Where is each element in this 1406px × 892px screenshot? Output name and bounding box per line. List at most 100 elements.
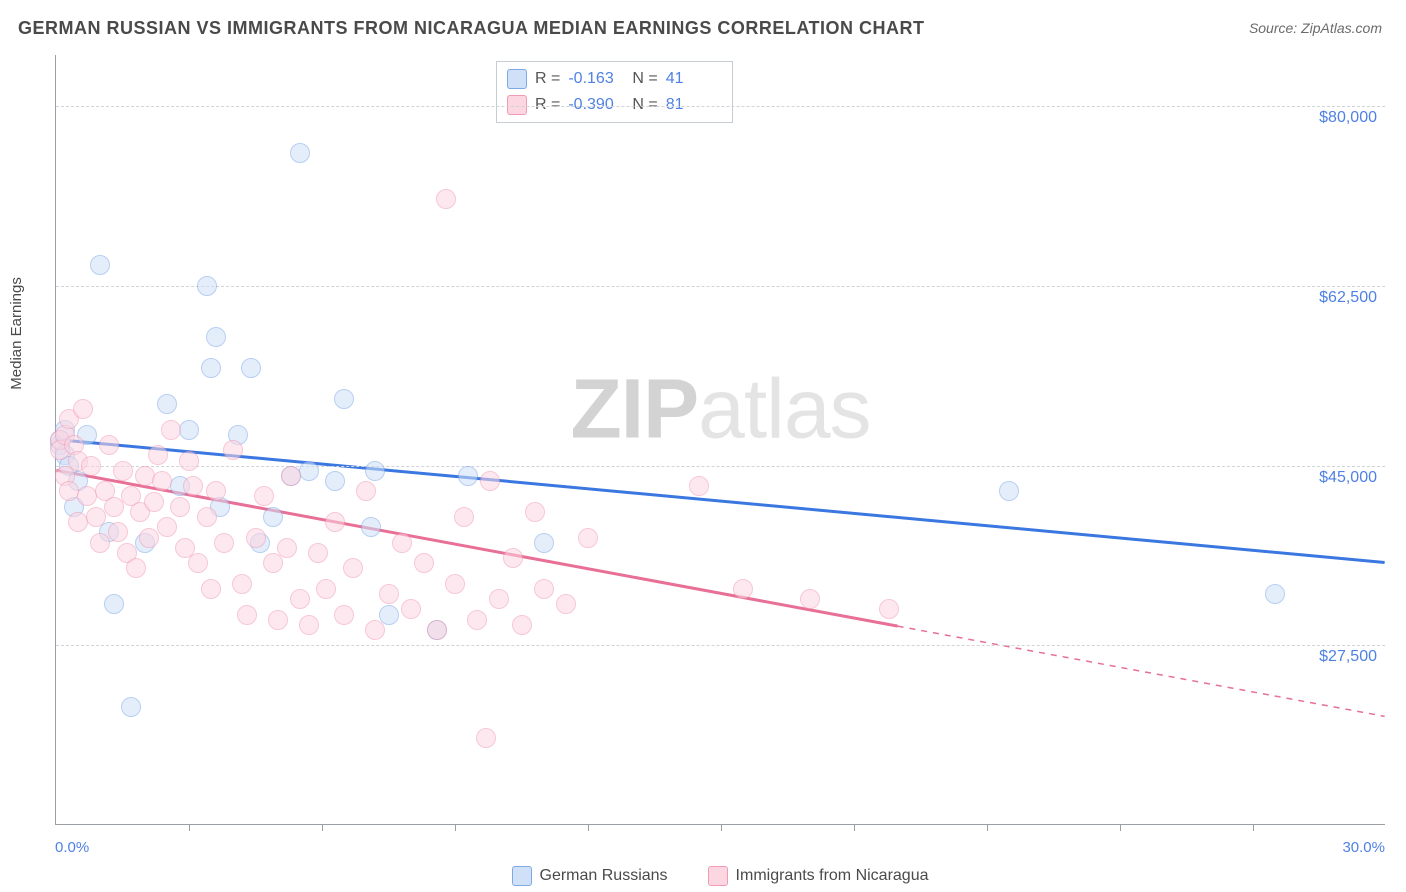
data-point — [556, 594, 576, 614]
data-point — [237, 605, 257, 625]
data-point — [800, 589, 820, 609]
stats-box: R = -0.163 N = 41 R = -0.390 N = 81 — [496, 61, 733, 123]
data-point — [512, 615, 532, 635]
data-point — [206, 481, 226, 501]
data-point — [525, 502, 545, 522]
data-point — [277, 538, 297, 558]
data-point — [223, 440, 243, 460]
grid-line — [56, 286, 1385, 287]
stat-n-value-a: 41 — [666, 70, 722, 88]
source-label: Source: ZipAtlas.com — [1249, 20, 1382, 36]
data-point — [152, 471, 172, 491]
stat-r-value-a: -0.163 — [568, 70, 624, 88]
swatch-series-a — [507, 69, 527, 89]
stats-row-series-b: R = -0.390 N = 81 — [507, 92, 722, 118]
data-point — [268, 610, 288, 630]
data-point — [343, 558, 363, 578]
data-point — [188, 553, 208, 573]
data-point — [325, 471, 345, 491]
data-point — [356, 481, 376, 501]
data-point — [81, 456, 101, 476]
data-point — [179, 451, 199, 471]
data-point — [104, 497, 124, 517]
legend: German Russians Immigrants from Nicaragu… — [55, 866, 1385, 886]
stat-r-label: R = — [535, 96, 560, 114]
data-point — [454, 507, 474, 527]
y-axis-label: Median Earnings — [8, 277, 25, 390]
data-point — [99, 435, 119, 455]
x-tick — [854, 824, 855, 831]
data-point — [365, 620, 385, 640]
chart-title: GERMAN RUSSIAN VS IMMIGRANTS FROM NICARA… — [18, 18, 925, 39]
data-point — [157, 517, 177, 537]
data-point — [361, 517, 381, 537]
data-point — [534, 579, 554, 599]
data-point — [299, 615, 319, 635]
data-point — [201, 358, 221, 378]
trend-lines — [56, 55, 1385, 824]
y-tick-label: $62,500 — [1319, 289, 1377, 307]
y-tick-label: $27,500 — [1319, 648, 1377, 666]
legend-item-b: Immigrants from Nicaragua — [708, 866, 929, 886]
data-point — [161, 420, 181, 440]
x-tick — [189, 824, 190, 831]
grid-line — [56, 466, 1385, 467]
watermark-atlas: atlas — [698, 361, 870, 455]
stat-r-label: R = — [535, 70, 560, 88]
grid-line — [56, 645, 1385, 646]
trend-line-dashed — [898, 626, 1385, 716]
swatch-legend-b — [708, 866, 728, 886]
data-point — [414, 553, 434, 573]
data-point — [325, 512, 345, 532]
x-tick — [322, 824, 323, 831]
data-point — [427, 620, 447, 640]
stat-n-label: N = — [632, 96, 657, 114]
data-point — [379, 584, 399, 604]
data-point — [170, 497, 190, 517]
stat-r-value-b: -0.390 — [568, 96, 624, 114]
data-point — [445, 574, 465, 594]
data-point — [392, 533, 412, 553]
y-tick-label: $45,000 — [1319, 469, 1377, 487]
data-point — [197, 507, 217, 527]
data-point — [126, 558, 146, 578]
x-tick — [1253, 824, 1254, 831]
data-point — [299, 461, 319, 481]
data-point — [179, 420, 199, 440]
data-point — [401, 599, 421, 619]
data-point — [108, 522, 128, 542]
plot-area: ZIPatlas R = -0.163 N = 41 R = -0.390 N … — [55, 55, 1385, 825]
data-point — [90, 533, 110, 553]
data-point — [999, 481, 1019, 501]
data-point — [148, 445, 168, 465]
data-point — [365, 461, 385, 481]
x-tick — [588, 824, 589, 831]
x-min-label: 0.0% — [55, 839, 89, 856]
stats-row-series-a: R = -0.163 N = 41 — [507, 66, 722, 92]
data-point — [879, 599, 899, 619]
data-point — [1265, 584, 1285, 604]
data-point — [232, 574, 252, 594]
x-max-label: 30.0% — [1342, 839, 1385, 856]
data-point — [90, 255, 110, 275]
data-point — [334, 389, 354, 409]
data-point — [197, 276, 217, 296]
data-point — [436, 189, 456, 209]
data-point — [201, 579, 221, 599]
data-point — [467, 610, 487, 630]
data-point — [206, 327, 226, 347]
data-point — [290, 589, 310, 609]
legend-item-a: German Russians — [512, 866, 668, 886]
stat-n-label: N = — [632, 70, 657, 88]
data-point — [476, 728, 496, 748]
data-point — [534, 533, 554, 553]
data-point — [214, 533, 234, 553]
x-tick — [721, 824, 722, 831]
swatch-legend-a — [512, 866, 532, 886]
data-point — [139, 528, 159, 548]
watermark-zip: ZIP — [570, 361, 698, 455]
data-point — [290, 143, 310, 163]
data-point — [86, 507, 106, 527]
data-point — [334, 605, 354, 625]
data-point — [578, 528, 598, 548]
